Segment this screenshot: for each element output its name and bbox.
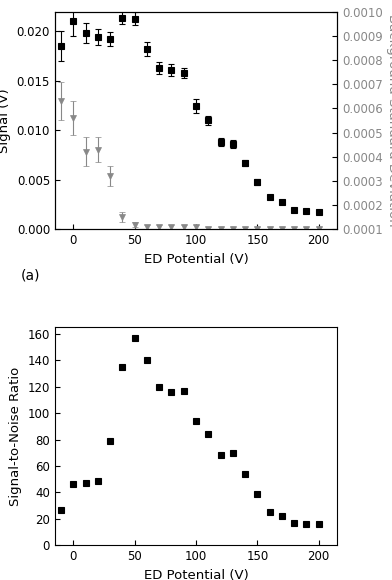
Y-axis label: Background Standard Deviation: Background Standard Deviation [387, 14, 392, 227]
X-axis label: ED Potential (V): ED Potential (V) [143, 568, 249, 580]
Y-axis label: Signal-to-Noise Ratio: Signal-to-Noise Ratio [9, 367, 22, 506]
Text: (a): (a) [21, 269, 40, 282]
Y-axis label: Signal (V): Signal (V) [0, 88, 11, 153]
X-axis label: ED Potential (V): ED Potential (V) [143, 253, 249, 266]
